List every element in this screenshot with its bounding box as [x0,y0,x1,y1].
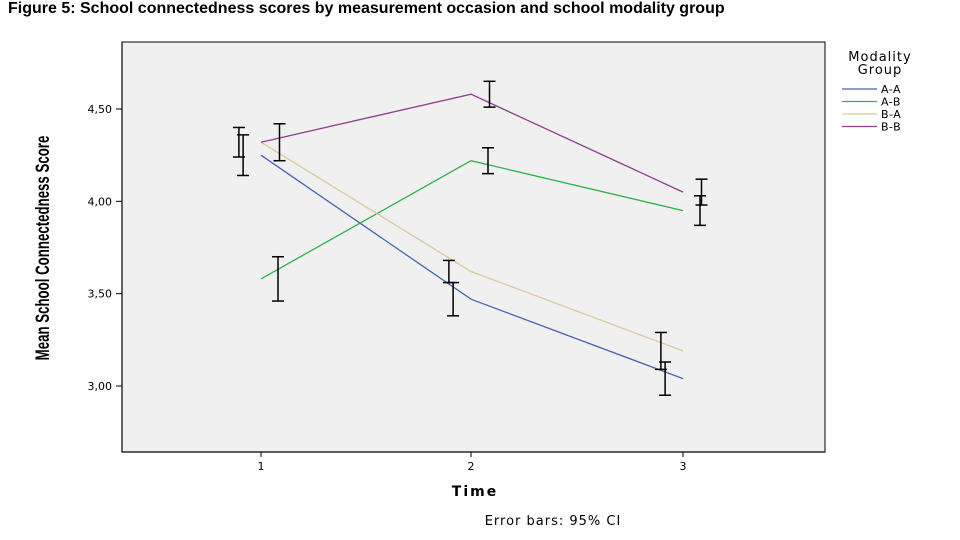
y-tick-label: 3,50 [88,288,113,301]
legend-label-a-a: A-A [881,83,901,96]
legend-label-b-a: B-A [881,108,901,121]
legend-title-line-2: Group [858,63,903,78]
error-bar-a-b [482,147,494,175]
error-bar-b-b [695,178,708,206]
series-line-b-b [260,93,684,193]
plot-area [121,41,826,453]
x-tick-label: 2 [468,460,475,473]
error-bars [232,80,708,396]
error-bar-b-a [232,126,245,158]
error-bar-a-b [694,195,706,227]
x-ticks: 1 2 3 [258,452,687,473]
error-bar-b-a [654,331,667,371]
x-tick-label: 3 [680,460,687,473]
y-tick-label: 4,00 [88,195,113,208]
x-axis-label: Time [452,484,498,500]
y-axis-label: Mean School Connectedness Score [31,136,53,361]
y-tick-label: 3,00 [88,380,113,393]
figure-title: Figure 5: School connectedness scores by… [8,0,725,17]
series-line-a-b [260,160,684,280]
error-bar-b-a [442,259,455,284]
error-bar-b-b [483,80,496,108]
error-bar-note: Error bars: 95% CI [485,514,622,529]
legend-label-a-b: A-B [881,96,901,109]
series-line-b-a [260,141,684,352]
legend: Modality Group A-AA-BB-AB-B [842,50,911,134]
y-tick-label: 4,50 [88,103,113,116]
series-line-a-a [260,154,684,380]
legend-label-b-b: B-B [881,121,901,134]
y-ticks: 3,00 3,50 4,00 4,50 [88,103,122,393]
error-bar-b-b [273,123,286,162]
x-tick-label: 1 [258,460,265,473]
legend-title-line-1: Modality [848,50,911,65]
series-lines [260,93,684,380]
error-bar-a-b [272,255,284,302]
